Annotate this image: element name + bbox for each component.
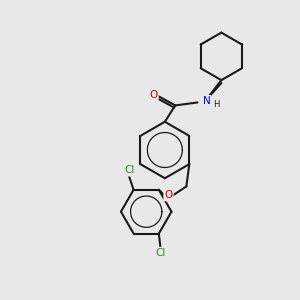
Text: O: O xyxy=(149,90,158,100)
Text: O: O xyxy=(164,190,172,200)
Text: Cl: Cl xyxy=(155,248,166,258)
Text: N: N xyxy=(202,96,210,106)
Text: Cl: Cl xyxy=(124,166,134,176)
Text: H: H xyxy=(213,100,219,109)
